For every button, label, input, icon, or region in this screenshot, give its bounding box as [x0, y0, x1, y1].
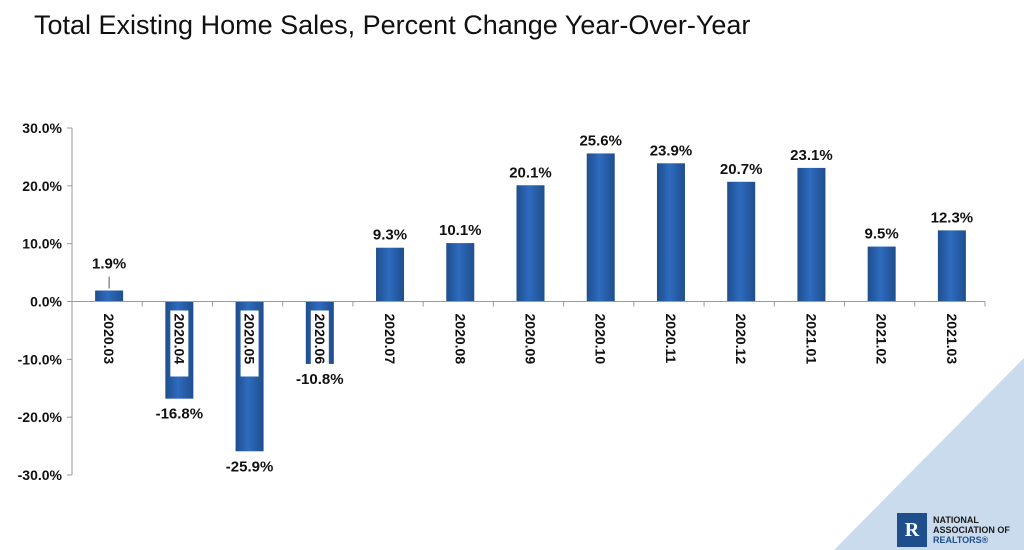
y-tick-label: 20.0% — [22, 178, 62, 194]
category-label-bg — [170, 310, 189, 377]
data-label: 1.9% — [92, 256, 126, 273]
logo-line-1: NATIONAL — [933, 515, 979, 525]
y-tick-label: 0.0% — [30, 294, 62, 310]
category-label-bg — [942, 310, 961, 377]
data-label: 20.1% — [509, 164, 552, 181]
category-label: 2020.09 — [523, 314, 539, 365]
bar — [656, 163, 685, 302]
category-label-bg — [661, 310, 680, 377]
data-label: -10.8% — [296, 371, 344, 388]
category-label: 2020.07 — [382, 314, 398, 365]
category-label-bg — [591, 310, 610, 377]
y-tick-label: 30.0% — [22, 120, 62, 136]
bar — [586, 153, 615, 302]
category-label-bg — [732, 310, 751, 377]
category-label: 2021.03 — [944, 314, 960, 365]
category-label: 2021.02 — [874, 314, 890, 365]
category-label-bg — [381, 310, 400, 377]
y-tick-label: 10.0% — [22, 236, 62, 252]
data-label: 25.6% — [579, 132, 622, 149]
data-label: 9.3% — [373, 227, 407, 244]
category-label: 2020.08 — [452, 314, 468, 365]
category-label: 2020.06 — [312, 314, 328, 365]
bar — [797, 167, 826, 302]
data-label: 20.7% — [720, 161, 763, 178]
category-label-bg — [100, 310, 119, 377]
category-label-bg — [521, 310, 540, 377]
category-label: 2020.10 — [593, 314, 609, 365]
data-label: 12.3% — [931, 209, 974, 226]
y-tick-label: -20.0% — [18, 409, 63, 425]
bar — [376, 247, 405, 302]
category-label-bg — [310, 310, 329, 377]
chart-title: Total Existing Home Sales, Percent Chang… — [34, 10, 751, 40]
realtor-r-icon: R — [897, 513, 927, 547]
bar — [937, 230, 966, 302]
data-label: 9.5% — [865, 226, 899, 243]
nar-logo: R NATIONAL ASSOCIATION OF REALTORS® — [897, 513, 1010, 547]
data-label: 10.1% — [439, 222, 482, 239]
bar — [95, 290, 124, 302]
logo-line-3: REALTORS® — [933, 535, 989, 545]
category-label: 2020.04 — [171, 314, 187, 365]
y-tick-label: -30.0% — [18, 467, 63, 483]
category-label: 2020.11 — [663, 314, 679, 364]
y-tick-label: -10.0% — [18, 351, 63, 367]
category-label: 2020.12 — [733, 314, 749, 365]
category-label-bg — [240, 310, 259, 377]
bar — [867, 246, 896, 302]
logo-text: NATIONAL ASSOCIATION OF REALTORS® — [933, 515, 1010, 545]
category-label: 2021.01 — [803, 314, 819, 365]
bar — [516, 185, 545, 302]
data-label: 23.1% — [790, 147, 833, 164]
category-label: 2020.05 — [242, 314, 258, 365]
data-label: 23.9% — [650, 142, 693, 159]
category-label-bg — [451, 310, 470, 377]
logo-line-2: ASSOCIATION OF — [933, 525, 1010, 535]
bar — [727, 181, 756, 302]
bar — [446, 243, 475, 302]
category-label-bg — [802, 310, 821, 377]
category-label-bg — [872, 310, 891, 377]
data-label: -16.8% — [156, 406, 204, 423]
category-label: 2020.03 — [101, 314, 117, 365]
data-label: -25.9% — [226, 458, 274, 475]
